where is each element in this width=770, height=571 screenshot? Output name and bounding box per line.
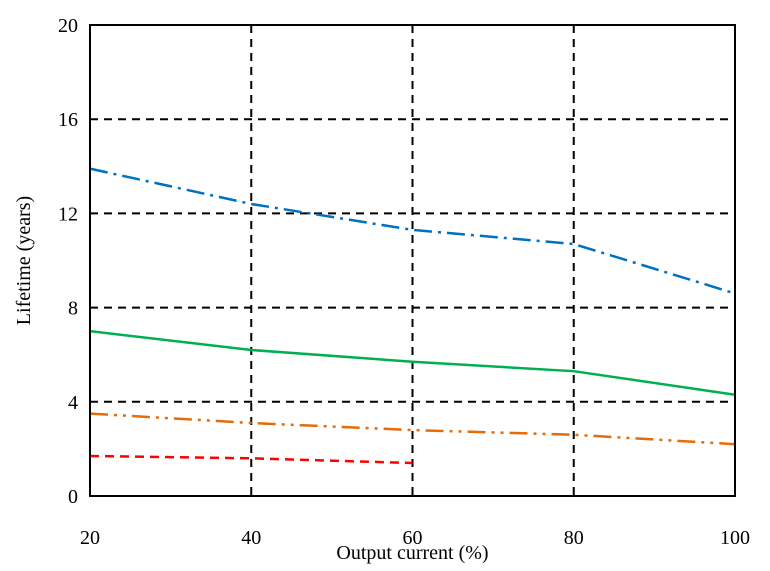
series-group: [89, 167, 736, 465]
x-tick-label: 40: [241, 527, 261, 549]
x-axis-label: Output current (%): [336, 542, 488, 564]
grid: [90, 25, 735, 496]
y-tick-label: 8: [68, 298, 78, 320]
y-tick-label: 20: [58, 15, 78, 37]
series-line-1: [89, 167, 736, 295]
y-axis-label: Lifetime (years): [13, 196, 35, 325]
series-line-2: [89, 329, 736, 396]
plot-area-frame: [89, 24, 736, 497]
x-tick-label: 100: [720, 527, 750, 549]
series-line-4: [89, 454, 413, 465]
y-tick-label: 16: [58, 109, 78, 131]
y-tick-label: 4: [68, 392, 78, 414]
y-tick-label: 0: [68, 486, 78, 508]
series-line-3: [89, 412, 736, 446]
x-tick-label: 20: [80, 527, 100, 549]
x-tick-label: 80: [564, 527, 584, 549]
tick-labels: 0 4 8 12 16 20 20 40 60 80 100: [58, 15, 750, 549]
x-tick-label: 60: [403, 527, 423, 549]
y-tick-label: 12: [58, 203, 78, 225]
